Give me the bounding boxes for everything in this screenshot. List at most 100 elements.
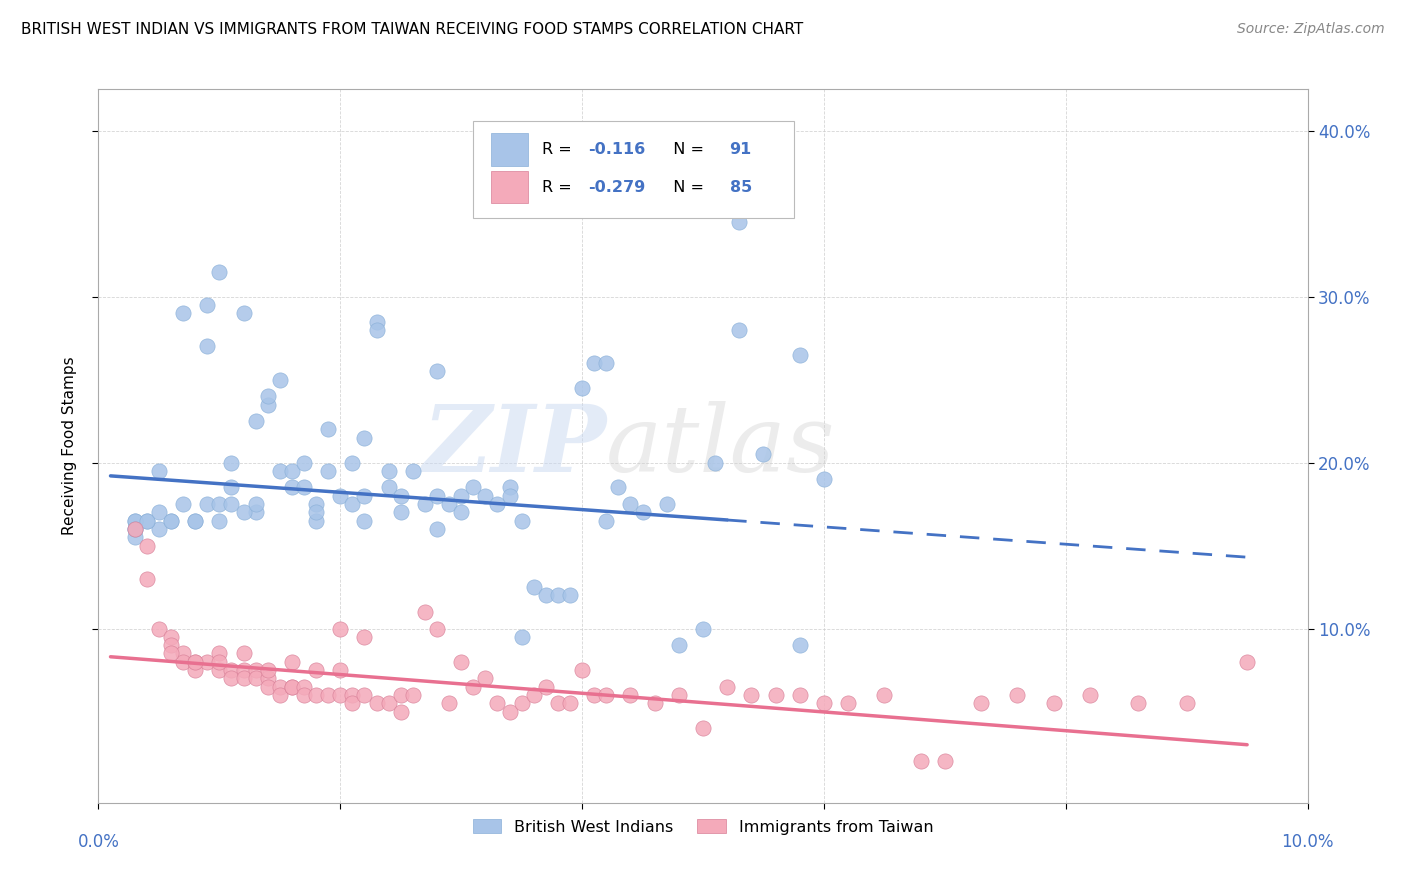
Point [148,505,170,519]
Point [558,696,581,710]
Point [450,655,472,669]
Text: 10.0%: 10.0% [1281,833,1334,851]
Point [619,688,641,702]
Point [498,705,520,719]
Point [135,572,157,586]
Point [366,314,388,328]
Point [316,464,339,478]
Point [1007,688,1029,702]
Point [728,215,751,229]
Point [837,696,859,710]
Point [342,497,364,511]
Point [534,680,557,694]
Point [571,663,593,677]
Point [195,497,218,511]
Point [595,356,617,370]
Point [377,464,399,478]
Point [184,655,207,669]
Point [160,630,183,644]
Point [281,464,304,478]
Point [232,663,254,677]
Point [172,655,194,669]
Point [668,638,690,652]
Point [221,456,243,470]
Point [644,696,666,710]
Point [583,356,606,370]
Point [184,514,207,528]
Text: BRITISH WEST INDIAN VS IMMIGRANTS FROM TAIWAN RECEIVING FOOD STAMPS CORRELATION : BRITISH WEST INDIAN VS IMMIGRANTS FROM T… [21,22,803,37]
Point [498,489,520,503]
FancyBboxPatch shape [492,134,527,166]
Text: ZIP: ZIP [422,401,606,491]
Point [269,373,291,387]
Point [510,696,533,710]
Point [208,655,231,669]
Point [510,630,533,644]
Point [124,522,146,536]
Point [124,514,146,528]
Point [195,339,218,353]
Point [124,514,146,528]
Point [607,481,630,495]
Point [571,381,593,395]
Point [160,514,183,528]
Point [281,680,304,694]
Point [813,472,835,486]
Point [124,522,146,536]
Point [232,306,254,320]
Point [437,497,460,511]
Point [208,514,231,528]
Point [305,688,328,702]
Point [1128,696,1150,710]
Point [245,505,267,519]
Point [195,655,218,669]
Point [281,481,304,495]
Y-axis label: Receiving Food Stamps: Receiving Food Stamps [62,357,77,535]
Point [486,696,509,710]
Point [353,514,375,528]
Point [269,688,291,702]
Point [413,605,436,619]
Point [256,397,278,411]
Point [450,505,472,519]
Text: atlas: atlas [606,401,835,491]
Point [329,622,352,636]
Point [232,671,254,685]
Point [342,688,364,702]
Point [353,431,375,445]
Point [245,663,267,677]
Point [135,539,157,553]
Point [402,464,425,478]
Point [353,688,375,702]
Point [256,671,278,685]
Point [692,721,714,735]
Point [498,481,520,495]
Point [232,647,254,661]
Point [172,306,194,320]
Point [463,680,485,694]
Point [389,505,412,519]
Point [583,688,606,702]
Point [245,671,267,685]
Point [269,680,291,694]
Point [256,663,278,677]
Point [221,671,243,685]
Point [910,754,932,768]
Text: -0.279: -0.279 [588,180,645,194]
Point [413,497,436,511]
Point [426,522,449,536]
Point [342,696,364,710]
Point [269,464,291,478]
Text: N =: N = [664,180,709,194]
Text: R =: R = [543,180,576,194]
Point [534,588,557,602]
Point [305,505,328,519]
Point [172,497,194,511]
Point [595,514,617,528]
Point [148,464,170,478]
Point [389,705,412,719]
Point [292,680,315,694]
Point [970,696,993,710]
FancyBboxPatch shape [474,121,793,218]
Point [728,323,751,337]
